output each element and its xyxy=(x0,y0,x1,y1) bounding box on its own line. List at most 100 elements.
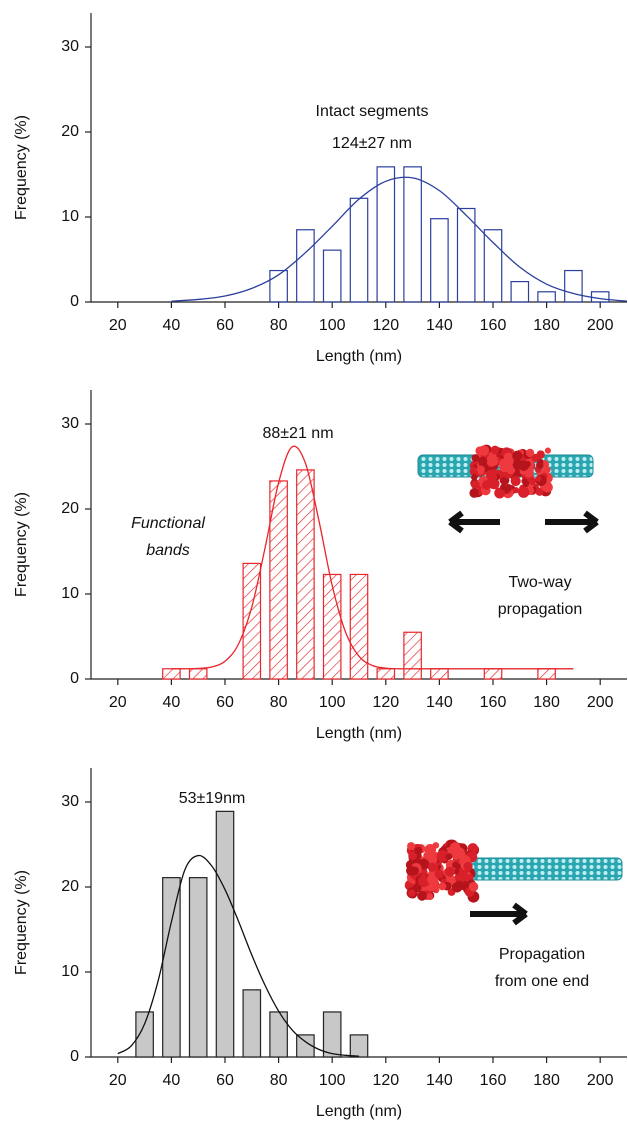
blob-dot xyxy=(478,445,490,456)
blob-dot xyxy=(522,480,530,487)
bar xyxy=(269,269,288,303)
y-axis-label: Frequency (%) xyxy=(13,492,30,597)
arrow xyxy=(545,510,599,534)
annotation: Functional xyxy=(131,515,205,532)
y-tick-label: 0 xyxy=(70,293,79,310)
fit-curve xyxy=(171,176,628,302)
bar xyxy=(483,668,503,680)
bar xyxy=(349,1034,369,1058)
axis-line xyxy=(90,13,627,303)
x-tick-label: 180 xyxy=(533,694,560,711)
blob-dot xyxy=(494,487,506,499)
x-tick-label: 80 xyxy=(270,694,288,711)
x-tick-label: 120 xyxy=(372,1072,399,1089)
illustration xyxy=(404,444,623,926)
blob-dot xyxy=(421,869,428,876)
bar xyxy=(215,810,235,1058)
bar xyxy=(349,573,369,680)
y-tick-label: 0 xyxy=(70,670,79,687)
bar xyxy=(296,1034,315,1058)
x-tick-label: 200 xyxy=(587,1072,614,1089)
x-tick-label: 60 xyxy=(216,694,234,711)
blob-dot xyxy=(414,846,423,855)
bar xyxy=(510,281,530,303)
x-tick-label: 40 xyxy=(163,317,181,334)
blob-dot xyxy=(408,851,418,861)
blob-dot xyxy=(427,845,434,852)
blob-dot xyxy=(544,447,551,454)
blob-dot xyxy=(453,847,465,859)
x-tick-label: 60 xyxy=(216,1072,234,1089)
blob-dot xyxy=(434,869,444,879)
blob-dot xyxy=(471,454,480,462)
blob-dot xyxy=(445,853,453,861)
annotation: 124±27 nm xyxy=(332,135,412,152)
y-tick-label: 30 xyxy=(61,793,79,810)
bar xyxy=(188,668,208,680)
x-tick-label: 60 xyxy=(216,317,234,334)
fit-curve xyxy=(117,854,360,1057)
blob-dot xyxy=(468,881,479,892)
bar xyxy=(403,166,422,303)
x-tick-label: 120 xyxy=(372,317,399,334)
blob-dot xyxy=(528,476,536,485)
x-tick-label: 100 xyxy=(319,1072,346,1089)
annotation: 53±19nm xyxy=(179,790,246,807)
blob-dot xyxy=(451,882,463,893)
blob-dot xyxy=(510,475,521,487)
blob-dot xyxy=(524,468,534,478)
bar xyxy=(430,668,449,680)
x-tick-label: 40 xyxy=(163,694,181,711)
annotation: 88±21 nm xyxy=(262,425,333,442)
bar xyxy=(269,1011,288,1058)
blob-dot xyxy=(478,456,488,466)
blob-dot xyxy=(525,448,535,458)
bar xyxy=(296,229,315,303)
blob-dot xyxy=(535,487,544,496)
bar xyxy=(162,668,181,680)
blob-dot xyxy=(417,890,427,901)
blob-dot xyxy=(470,480,480,489)
blob-dot xyxy=(425,850,437,862)
blob-dot xyxy=(499,461,511,473)
blob-dot xyxy=(432,842,440,849)
blob-dot xyxy=(438,882,447,891)
annotation: Propagation xyxy=(499,946,585,963)
blob-dot xyxy=(512,460,523,471)
bar xyxy=(376,166,396,303)
blob-dot xyxy=(418,875,430,888)
blob-dot xyxy=(407,842,416,851)
y-tick-label: 30 xyxy=(61,38,79,55)
blob-dot xyxy=(524,460,531,468)
blob-dot xyxy=(452,861,459,869)
arrow xyxy=(448,510,500,534)
x-tick-label: 160 xyxy=(480,1072,507,1089)
x-tick-label: 160 xyxy=(480,694,507,711)
y-tick-label: 20 xyxy=(61,878,79,895)
y-tick-label: 20 xyxy=(61,500,79,517)
blob-dot xyxy=(444,866,455,877)
x-axis-label: Length (nm) xyxy=(316,725,402,742)
bar xyxy=(322,1011,342,1058)
bar xyxy=(403,631,422,680)
blob-dot xyxy=(469,488,480,498)
annotation: Two-way xyxy=(508,574,571,591)
x-tick-label: 180 xyxy=(533,317,560,334)
bar xyxy=(322,573,342,680)
arrow xyxy=(470,902,528,926)
y-tick-label: 10 xyxy=(61,208,79,225)
blob-dot xyxy=(535,475,542,482)
nanotube xyxy=(469,857,623,881)
blob-dot xyxy=(410,866,419,875)
x-tick-label: 180 xyxy=(533,1072,560,1089)
x-tick-label: 100 xyxy=(319,694,346,711)
x-tick-label: 200 xyxy=(587,694,614,711)
bar xyxy=(135,1011,154,1058)
bar xyxy=(590,291,610,303)
x-axis-label: Length (nm) xyxy=(316,348,402,365)
blob-dot xyxy=(463,861,473,871)
y-tick-label: 0 xyxy=(70,1048,79,1065)
blob-dot xyxy=(485,470,496,480)
blob-dot xyxy=(466,874,474,882)
